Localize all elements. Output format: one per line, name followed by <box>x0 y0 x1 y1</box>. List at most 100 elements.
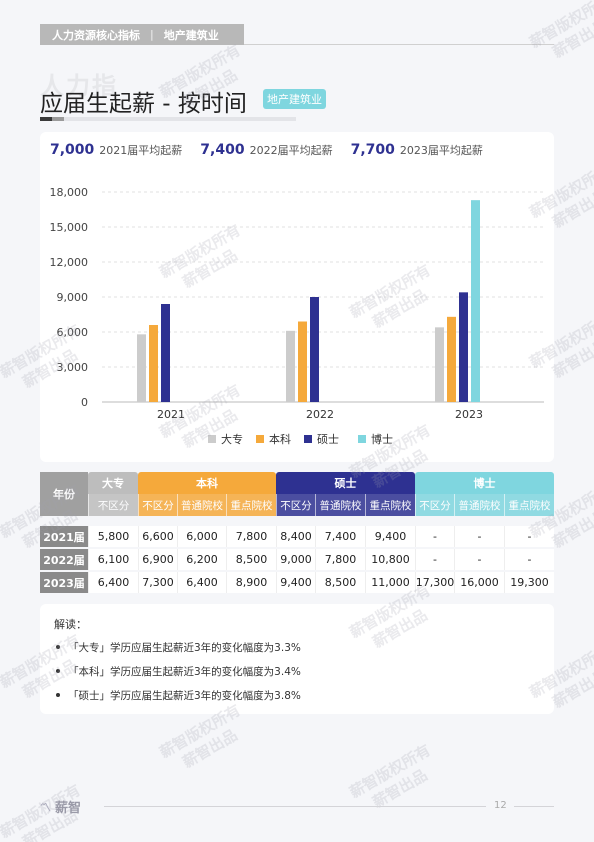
summary-value: 7,000 <box>50 142 95 158</box>
legend-label: 博士 <box>371 433 393 446</box>
summary-2021: 7,000 2021届平均起薪 <box>50 142 182 158</box>
y-tick-label: 12,000 <box>50 256 89 269</box>
table-cell: 9,400 <box>365 526 415 547</box>
x-tick-label: 2021 <box>157 408 185 421</box>
table-cell: - <box>415 526 454 547</box>
header-divider <box>244 44 554 45</box>
bar-大专-2023 <box>435 327 444 402</box>
table-cell: - <box>454 549 504 570</box>
table-cell: 8,400 <box>276 526 315 547</box>
notes-title: 解读： <box>54 618 87 631</box>
table-row: 2022届 6,100 6,900 6,200 8,500 9,000 7,800 10,80… <box>40 549 554 571</box>
summary-label: 2023届平均起薪 <box>399 144 483 157</box>
header-section: 人力资源核心指标 <box>52 28 140 42</box>
bar-本科-2022 <box>298 321 307 402</box>
y-tick-label: 15,000 <box>50 221 89 234</box>
table-cell: 7,800 <box>226 526 276 547</box>
y-tick-label: 9,000 <box>57 291 89 304</box>
legend-label: 本科 <box>269 432 291 446</box>
group-header: 硕士 <box>276 472 415 494</box>
title-underline <box>40 117 296 121</box>
table-cell: 19,300 <box>504 572 554 593</box>
watermark: 薪智版权所有 薪智出品 <box>526 0 594 70</box>
y-tick-label: 6,000 <box>57 326 89 339</box>
table-cell: - <box>504 549 554 570</box>
bar-博士-2023 <box>471 200 480 402</box>
table-cell: 16,000 <box>454 572 504 593</box>
note-item: 「硕士」学历应届生起薪近3年的变化幅度为3.8% <box>54 688 540 703</box>
table-row: 2021届 5,800 6,600 6,000 7,800 8,400 7,400 9,400… <box>40 526 554 548</box>
watermark-line: 薪智版权所有 <box>346 741 434 802</box>
page-title: 应届生起薪 - 按时间 <box>40 91 247 117</box>
sub-header: 不区分 <box>88 494 138 516</box>
watermark-line: 薪智出品 <box>179 725 241 772</box>
legend-swatch <box>256 435 264 443</box>
header-bar: 人力资源核心指标 | 地产建筑业 <box>40 24 244 45</box>
table-cell: 6,200 <box>177 549 226 570</box>
table-cell: 6,400 <box>177 572 226 593</box>
table-cell: 6,000 <box>177 526 226 547</box>
bar-本科-2021 <box>149 325 158 402</box>
y-tick-label: 18,000 <box>50 186 89 199</box>
bar-硕士-2023 <box>459 292 468 402</box>
sub-header: 普通院校 <box>454 494 504 516</box>
summary-label: 2022届平均起薪 <box>249 144 333 157</box>
summary-2023: 7,700 2023届平均起薪 <box>351 142 483 158</box>
page-number: 12 <box>494 800 507 811</box>
sub-header: 不区分 <box>138 494 177 516</box>
average-salary-summary: 7,000 2021届平均起薪 7,400 2022届平均起薪 7,700 20… <box>50 142 483 158</box>
table-cell: 8,500 <box>315 572 365 593</box>
table-cell: 5,800 <box>88 526 138 547</box>
bar-本科-2023 <box>447 316 456 402</box>
chart-card: 0 3,000 6,000 9,000 12,000 15,000 18,000 2021 20… <box>40 132 554 462</box>
summary-value: 7,400 <box>200 142 245 158</box>
sub-header: 重点院校 <box>365 494 415 516</box>
sub-header: 重点院校 <box>226 494 276 516</box>
x-tick-label: 2023 <box>455 408 483 421</box>
table-cell: 7,300 <box>138 572 177 593</box>
watermark-line: 薪智出品 <box>549 15 594 62</box>
footer-divider <box>104 806 486 807</box>
table-cell: 6,100 <box>88 549 138 570</box>
table-cell: 11,000 <box>365 572 415 593</box>
sub-header: 不区分 <box>415 494 454 516</box>
watermark: 薪智版权所有 薪智出品 <box>346 740 444 820</box>
table-cell: 6,900 <box>138 549 177 570</box>
notes-card: 解读： 「大专」学历应届生起薪近3年的变化幅度为3.3% 「本科」学历应届生起薪… <box>40 604 554 714</box>
x-tick-label: 2022 <box>306 408 334 421</box>
table-cell: 7,800 <box>315 549 365 570</box>
y-tick-label: 3,000 <box>57 361 89 374</box>
summary-2022: 7,400 2022届平均起薪 <box>200 142 332 158</box>
bar-大专-2021 <box>137 334 146 402</box>
table-row: 2023届 6,400 7,300 6,400 8,900 9,400 8,500 11,00… <box>40 572 554 594</box>
table-cell: 8,900 <box>226 572 276 593</box>
sub-header: 不区分 <box>276 494 315 516</box>
group-header: 本科 <box>138 472 276 494</box>
table-cell: 6,400 <box>88 572 138 593</box>
group-header: 博士 <box>415 472 554 494</box>
legend-swatch <box>208 435 216 443</box>
summary-value: 7,700 <box>350 142 395 158</box>
table-cell: 8,500 <box>226 549 276 570</box>
year-header: 年份 <box>40 472 88 516</box>
table-cell: - <box>504 526 554 547</box>
y-tick-label: 0 <box>81 396 88 409</box>
table-cell: 9,000 <box>276 549 315 570</box>
note-item: 「本科」学历应届生起薪近3年的变化幅度为3.4% <box>54 664 540 679</box>
sub-header: 普通院校 <box>177 494 226 516</box>
industry-tag: 地产建筑业 <box>263 89 326 109</box>
row-year: 2023届 <box>40 572 88 593</box>
salary-bar-chart: 0 3,000 6,000 9,000 12,000 15,000 18,000 2021 20… <box>50 186 544 446</box>
bar-大专-2022 <box>286 330 295 402</box>
row-year: 2022届 <box>40 549 88 570</box>
legend-label: 大专 <box>221 432 243 446</box>
table-cell: 9,400 <box>276 572 315 593</box>
row-year: 2021届 <box>40 526 88 547</box>
legend-swatch <box>304 435 312 443</box>
legend-swatch <box>358 435 366 443</box>
logo-text: 薪智 <box>55 801 82 816</box>
bar-硕士-2021 <box>161 304 170 402</box>
sub-header: 重点院校 <box>504 494 554 516</box>
background-heading: 人力指 <box>40 72 118 100</box>
footer-logo: 〽 薪智 <box>40 797 82 817</box>
